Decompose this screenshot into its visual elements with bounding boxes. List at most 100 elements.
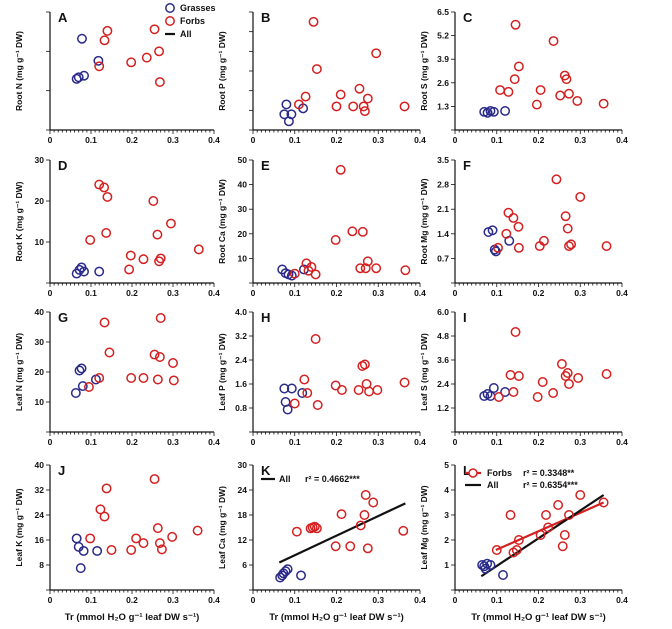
panel-c: 0 0.1 0.2 0.3 0.4 1.3 2.6 3.9 5.2 6.5 Root S (mg g…	[419, 7, 628, 145]
forb-point	[513, 61, 524, 72]
y-tick-label: 18	[238, 510, 248, 520]
forb-point	[573, 373, 584, 383]
x-tick-label: 0	[48, 595, 53, 605]
forb-point	[152, 229, 163, 240]
legend-marker-forbs	[165, 16, 175, 26]
x-tick-label: 0.2	[331, 437, 343, 447]
x-tick-label: 0	[251, 288, 256, 298]
forb-point	[94, 373, 105, 383]
forb-point	[532, 392, 543, 402]
legend-label-all: All	[279, 474, 291, 484]
forb-point	[293, 99, 304, 110]
forb-point	[85, 235, 96, 245]
panel-letter: F	[463, 158, 471, 173]
regression-line-all	[480, 494, 605, 578]
y-tick-label: 2.8	[437, 180, 449, 190]
forb-point	[330, 235, 341, 245]
y-tick-label: 4.0	[235, 307, 247, 317]
grass-point	[93, 55, 104, 66]
grass-point	[296, 570, 306, 581]
y-tick-label: 12	[238, 535, 248, 545]
y-tick-label: 24	[238, 485, 248, 495]
x-tick-label: 0	[453, 595, 458, 605]
grass-point	[74, 264, 85, 275]
grass-point	[77, 381, 88, 392]
y-tick-label: 10	[238, 253, 248, 263]
x-tick-label: 0.4	[414, 135, 426, 145]
x-tick-label: 0.1	[85, 437, 97, 447]
forb-point	[556, 359, 567, 369]
x-tick-label: 0.2	[331, 288, 343, 298]
x-tick-label: 0	[251, 595, 256, 605]
y-tick-label: 30	[35, 155, 45, 165]
y-tick-label: 30	[35, 337, 45, 347]
panel-d: 0 0.1 0.2 0.3 0.4 10 20 30 Root K (mg g⁻¹ DW) D	[14, 155, 220, 298]
grass-point	[79, 70, 89, 81]
x-axis-label: Tr (mmol H₂O g⁻¹ leaf DW s⁻¹)	[65, 612, 200, 623]
forb-point	[359, 106, 370, 117]
panel-g: 0 0.1 0.2 0.3 0.4 10 20 30 40 Leaf N (mg g⁻¹ DW) G	[14, 307, 220, 447]
forb-point	[101, 483, 112, 494]
x-tick-label: 0.2	[126, 437, 138, 447]
forb-point	[300, 91, 311, 102]
forb-point	[168, 358, 178, 368]
forb-point	[104, 347, 115, 358]
forb-point	[302, 388, 313, 398]
y-axis-label: Root Mg (mg g⁻¹ DW)	[419, 178, 429, 264]
y-tick-label: 2	[444, 535, 449, 545]
grass-point	[500, 105, 511, 116]
forb-point	[511, 545, 522, 555]
y-tick-label: 1.2	[437, 403, 449, 413]
forb-point	[362, 93, 373, 104]
forb-point	[561, 74, 572, 85]
y-tick-label: 40	[35, 460, 45, 470]
x-tick-label: 0.4	[616, 135, 628, 145]
y-axis-label: Leaf Ca (mg g⁻¹ DW)	[217, 486, 227, 569]
forb-point	[503, 207, 514, 218]
y-tick-label: 40	[35, 307, 45, 317]
panel-h: 0 0.1 0.2 0.3 0.4 0.8 1.6 2.4 3.2 4.0 Leaf P (mg g…	[217, 307, 426, 447]
forb-point	[513, 535, 524, 545]
forb-point	[553, 500, 564, 510]
forb-point	[347, 226, 358, 237]
y-tick-label: 2.6	[437, 78, 449, 88]
x-tick-label: 0.1	[491, 288, 503, 298]
forb-point	[102, 25, 113, 36]
legend-marker-forbs	[468, 468, 478, 478]
grass-point	[286, 383, 297, 394]
forb-point	[345, 541, 356, 552]
forb-point	[138, 538, 149, 549]
y-axis-label: Root N (mg g⁻¹ DW)	[14, 31, 24, 111]
forb-point	[541, 510, 551, 520]
grass-point	[75, 563, 86, 574]
forb-point	[362, 256, 373, 267]
x-tick-label: 0.3	[574, 288, 586, 298]
x-tick-label: 0.1	[491, 437, 503, 447]
grass-point	[70, 388, 81, 398]
y-tick-label: 8	[39, 560, 44, 570]
y-tick-label: 20	[238, 229, 248, 239]
panel-k: 0 0.1 0.2 0.3 0.4 6 12 18 24 30 Leaf Ca (mg g⁻¹ DW…	[217, 460, 426, 623]
forb-point	[102, 191, 113, 202]
panel-letter: D	[58, 158, 67, 173]
forb-point	[399, 377, 410, 388]
forb-point	[94, 61, 105, 72]
grass-point	[487, 225, 498, 236]
forb-point	[510, 19, 521, 30]
forb-point	[359, 359, 370, 370]
forb-point	[360, 490, 371, 500]
forb-point	[154, 46, 165, 57]
forb-point	[310, 269, 321, 280]
forb-point	[336, 509, 347, 520]
grass-point	[279, 383, 290, 394]
y-tick-label: 3.9	[437, 54, 449, 64]
panel-letter: A	[58, 10, 68, 25]
forb-point	[289, 268, 300, 279]
y-tick-label: 1.3	[437, 101, 449, 111]
forb-point	[99, 317, 110, 328]
forb-point	[548, 388, 559, 398]
forb-point	[562, 368, 573, 378]
x-tick-label: 0.2	[533, 135, 545, 145]
x-tick-label: 0.4	[208, 288, 220, 298]
x-tick-label: 0.3	[372, 595, 384, 605]
